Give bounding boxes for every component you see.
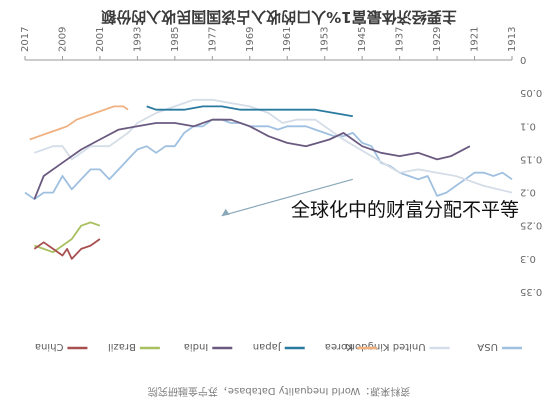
y-tick-label: 0.35 [520,286,542,297]
series-line-japan [146,105,353,118]
series-line-korea [29,105,129,141]
y-axis-ticks: 0 0.05 0.1 0.15 0.2 0.25 0.3 0.35 [520,54,542,297]
plot-area [24,59,513,260]
x-axis-ticks: 1913 1921 1929 1937 1945 1953 1961 1969 1977 1985… [20,27,518,60]
x-tick-label: 1953 [320,27,331,52]
series-line-usa [24,118,513,201]
legend-label: India [184,341,209,352]
x-tick-label: 1993 [132,27,143,52]
series-line-india [33,118,471,200]
y-tick-label: 0.1 [520,120,536,131]
overlay-caption: 全球化中的财富分配不平等 [291,199,519,221]
y-tick-label: 0.05 [520,87,542,98]
legend-label: Brazil [108,341,136,352]
x-tick-label: 1977 [207,27,218,52]
x-tick-label: 1929 [432,27,443,52]
chart-title: 主要经济体最富1%人口的收入占该国国民收入的份额 [101,8,456,26]
series-line-brazil [34,221,101,254]
x-tick-label: 1985 [170,27,181,52]
x-tick-label: 1961 [282,27,293,52]
x-tick-label: 1945 [357,27,368,52]
y-tick-label: 0 [520,54,526,65]
source-note: 资料来源：World Inequality Database，苏宁金融研究院 [148,385,410,398]
y-tick-label: 0.15 [520,153,542,164]
x-tick-label: 1913 [507,27,518,52]
y-tick-label: 0.2 [520,187,536,198]
series-line-united-kingdom [34,98,513,194]
legend-label: China [35,341,64,352]
x-tick-label: 2009 [57,27,68,52]
trend-arrow-line [221,178,353,217]
legend-label: United Kingdom [345,341,425,352]
legend-label: Japan [253,341,282,352]
x-tick-label: 2001 [95,27,106,52]
x-tick-label: 1937 [395,27,406,52]
y-tick-label: 0.25 [520,220,542,231]
trend-arrow-head [221,208,230,216]
series-line-china [33,238,101,260]
x-tick-label: 1969 [245,27,256,52]
legend-label: Korea [325,341,353,352]
x-tick-label: 2017 [20,27,31,52]
legend-label: USA [477,341,498,352]
x-tick-label: 1921 [470,27,481,52]
y-tick-label: 0.3 [520,253,536,264]
